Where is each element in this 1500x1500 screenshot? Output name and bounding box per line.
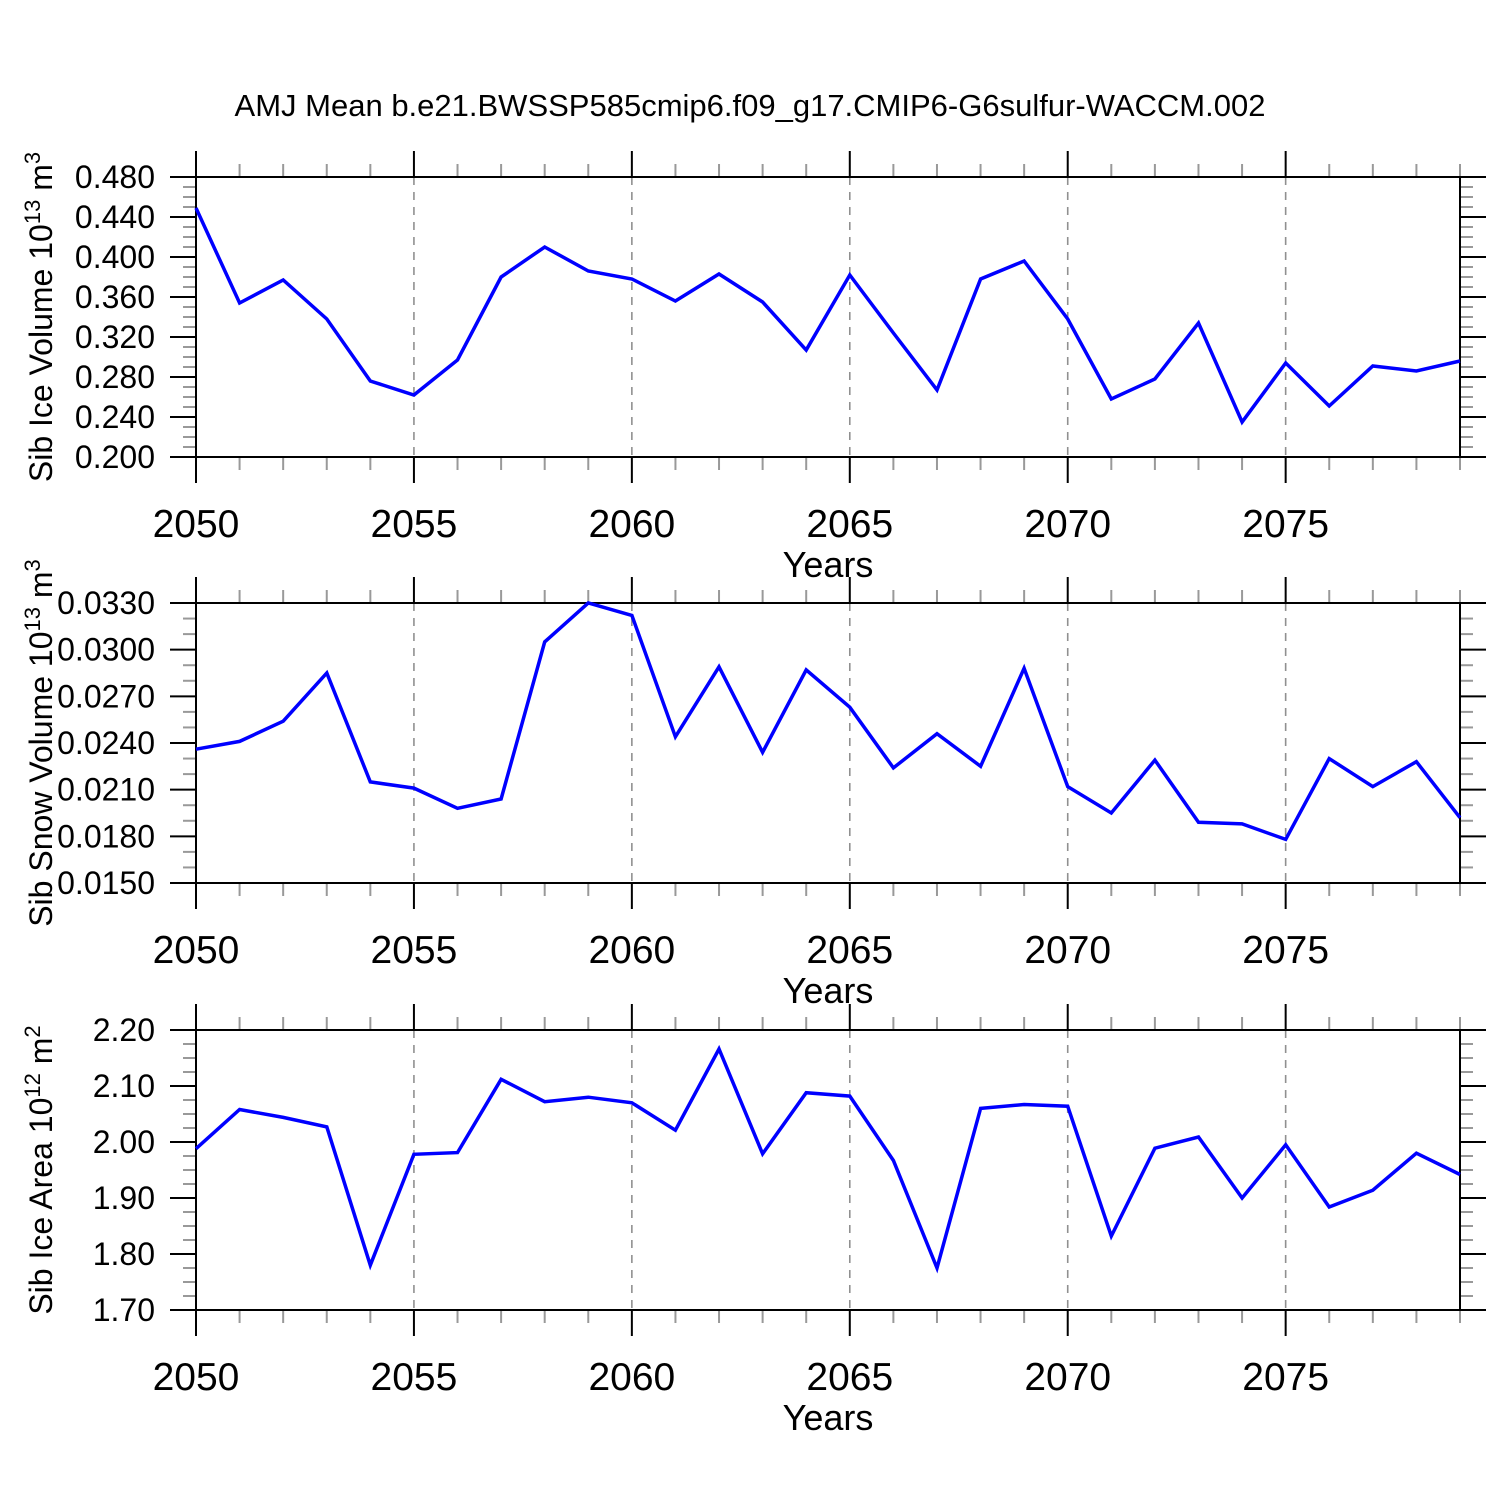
svg-text:2075: 2075 [1242,929,1329,972]
sib-snow-volume-y-axis-title: Sib Snow Volume 1013 m3 [20,559,59,927]
svg-text:0.440: 0.440 [75,199,155,235]
svg-text:0.0300: 0.0300 [57,632,155,668]
svg-text:2055: 2055 [371,929,458,972]
svg-text:2055: 2055 [371,1356,458,1399]
sib-ice-area-y-tick-labels: 1.70 1.80 1.90 2.00 2.10 2.20 [93,1012,155,1328]
svg-text:0.0270: 0.0270 [57,678,155,714]
svg-text:2.20: 2.20 [93,1012,155,1048]
svg-text:2.00: 2.00 [93,1124,155,1160]
sib-ice-volume-y-tick-labels: 0.200 0.240 0.280 0.320 0.360 0.400 0.440 0.480 [75,159,155,475]
svg-text:0.200: 0.200 [75,439,155,475]
sib-ice-area-series-line [194,1044,1461,1274]
svg-text:2070: 2070 [1024,503,1111,546]
sib-snow-volume-frame [195,602,1461,884]
sib-snow-volume-x-ticks [195,577,1461,909]
svg-text:1.90: 1.90 [93,1180,155,1216]
sib-ice-volume-series-line [194,207,1461,426]
sib-snow-volume-y-ticks [170,602,1486,884]
svg-text:0.0210: 0.0210 [57,772,155,808]
sib-ice-volume-x-tick-labels: 2050 2055 2060 2065 2070 2075 [153,503,1329,546]
sib-ice-volume-frame [195,176,1461,458]
svg-text:2060: 2060 [588,503,675,546]
svg-text:0.240: 0.240 [75,399,155,435]
sib-ice-volume-x-axis-title: Years [783,544,874,585]
svg-text:2065: 2065 [806,1356,893,1399]
panel-sib-ice-area: 1.70 1.80 1.90 2.00 2.10 2.20 2050 2055 2060 2065… [20,1004,1486,1438]
svg-text:0.0330: 0.0330 [57,585,155,621]
panel-sib-snow-volume: 0.0150 0.0180 0.0210 0.0240 0.0270 0.0300 0.03… [20,559,1486,1011]
sib-ice-volume-gridlines [413,177,1287,457]
svg-text:2075: 2075 [1242,1356,1329,1399]
svg-text:1.80: 1.80 [93,1236,155,1272]
sib-snow-volume-y-tick-labels: 0.0150 0.0180 0.0210 0.0240 0.0270 0.0300 0.03… [57,585,155,901]
panel-sib-ice-volume: 0.200 0.240 0.280 0.320 0.360 0.400 0.440 0.480… [20,151,1486,585]
svg-text:2060: 2060 [588,1356,675,1399]
svg-text:0.320: 0.320 [75,319,155,355]
svg-text:0.280: 0.280 [75,359,155,395]
sib-ice-area-x-axis-title: Years [783,1397,874,1438]
svg-text:0.400: 0.400 [75,239,155,275]
svg-text:1.70: 1.70 [93,1292,155,1328]
svg-text:2060: 2060 [588,929,675,972]
svg-text:2070: 2070 [1024,929,1111,972]
svg-text:2070: 2070 [1024,1356,1111,1399]
sib-ice-volume-x-ticks [195,151,1461,483]
svg-text:2065: 2065 [806,503,893,546]
sib-ice-area-x-ticks [195,1004,1461,1336]
svg-text:2065: 2065 [806,929,893,972]
svg-text:2075: 2075 [1242,503,1329,546]
svg-text:0.0150: 0.0150 [57,865,155,901]
svg-text:0.360: 0.360 [75,279,155,315]
sib-snow-volume-x-axis-title: Years [783,970,874,1011]
sib-ice-volume-y-axis-title: Sib Ice Volume 1013 m3 [20,152,59,482]
sib-ice-area-frame [195,1029,1461,1311]
svg-text:2055: 2055 [371,503,458,546]
svg-text:2050: 2050 [153,929,240,972]
svg-text:2050: 2050 [153,1356,240,1399]
sib-snow-volume-gridlines [413,603,1287,883]
svg-text:0.0180: 0.0180 [57,818,155,854]
sib-ice-area-y-ticks [170,1029,1486,1311]
sib-ice-area-gridlines [413,1030,1287,1310]
svg-text:2.10: 2.10 [93,1068,155,1104]
sib-snow-volume-series-line [195,601,1462,842]
sib-ice-area-y-axis-title: Sib Ice Area 1012 m2 [20,1025,59,1314]
sib-ice-area-x-tick-labels: 2050 2055 2060 2065 2070 2075 [153,1356,1329,1399]
sib-snow-volume-x-tick-labels: 2050 2055 2060 2065 2070 2075 [153,929,1329,972]
svg-text:0.480: 0.480 [75,159,155,195]
svg-text:0.0240: 0.0240 [57,725,155,761]
svg-text:2050: 2050 [153,503,240,546]
figure-title: AMJ Mean b.e21.BWSSP585cmip6.f09_g17.CMI… [234,88,1266,123]
sib-ice-volume-y-ticks [170,176,1486,458]
